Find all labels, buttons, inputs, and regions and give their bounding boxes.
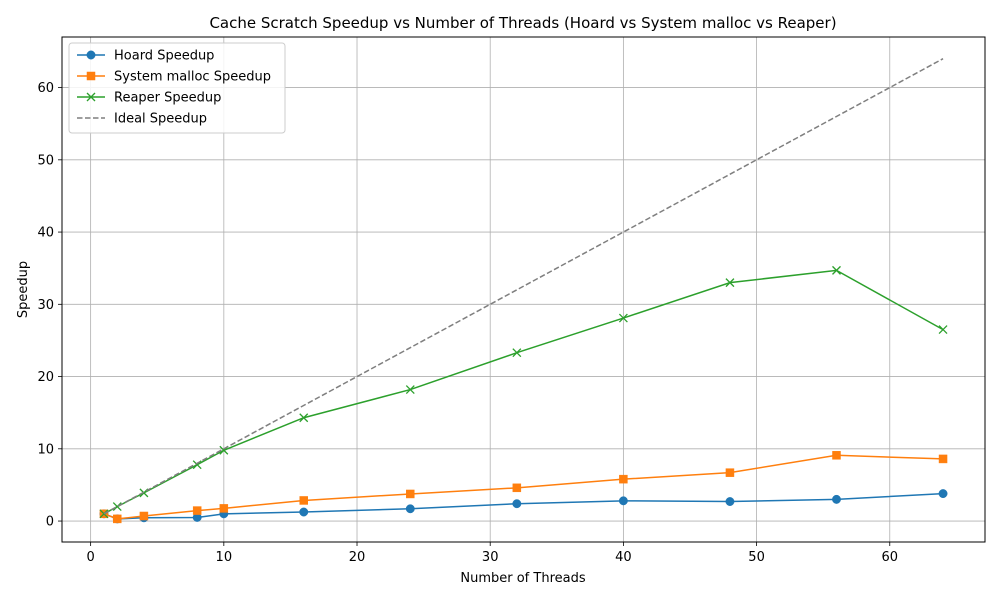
legend: Hoard Speedup System malloc Speedup Reaper… xyxy=(68,42,286,134)
x-tick-label: 10 xyxy=(216,550,233,565)
x-tick-label: 0 xyxy=(86,550,94,565)
data-point xyxy=(405,385,415,395)
data-point xyxy=(113,514,122,524)
x-marker-stroke xyxy=(725,278,735,288)
x-marker-stroke xyxy=(405,385,415,395)
data-point xyxy=(299,507,309,517)
y-tick-label: 30 xyxy=(37,298,54,313)
x-tick-label: 30 xyxy=(482,550,499,565)
data-point xyxy=(299,413,309,423)
legend-swatch-marker xyxy=(86,71,96,81)
data-point xyxy=(938,489,948,499)
legend-swatch-marker xyxy=(86,50,96,60)
y-tick-label: 0 xyxy=(46,515,54,530)
series-1 xyxy=(99,451,948,524)
data-point xyxy=(725,278,735,288)
data-point xyxy=(299,496,308,505)
data-point xyxy=(405,504,415,514)
data-point xyxy=(192,506,202,515)
grid xyxy=(62,37,985,542)
data-point xyxy=(618,313,628,323)
legend-label: System malloc Speedup xyxy=(114,70,271,85)
x-marker-stroke xyxy=(299,413,309,423)
data-point xyxy=(832,494,841,504)
data-point xyxy=(512,499,522,509)
data-point xyxy=(725,468,735,477)
series-line xyxy=(103,58,944,515)
data-point xyxy=(512,483,522,493)
data-point xyxy=(512,348,522,358)
y-tick-label: 20 xyxy=(37,370,54,385)
data-point xyxy=(406,489,415,499)
series-layer xyxy=(99,58,948,524)
legend-label: Hoard Speedup xyxy=(114,49,214,64)
y-tick-label: 40 xyxy=(37,226,54,241)
legend-swatch-marker xyxy=(86,92,96,102)
axis-ticks: 0 10 20 30 40 50 60 0 10 20 30 40 50 60 xyxy=(37,81,898,565)
x-tick-label: 40 xyxy=(615,550,632,565)
data-point xyxy=(832,265,841,275)
plot-frame xyxy=(61,36,986,543)
data-point xyxy=(618,496,628,506)
data-point xyxy=(112,502,122,512)
data-point xyxy=(139,511,149,521)
chart-title: Cache Scratch Speedup vs Number of Threa… xyxy=(209,14,836,32)
x-tick-label: 50 xyxy=(748,550,765,565)
legend-item: System malloc Speedup xyxy=(77,70,271,85)
x-marker-stroke xyxy=(938,325,948,335)
x-marker-stroke xyxy=(618,313,628,323)
data-point xyxy=(725,497,735,506)
x-marker-stroke xyxy=(832,265,841,275)
x-tick-label: 60 xyxy=(881,550,898,565)
y-tick-label: 50 xyxy=(37,153,54,168)
legend-box xyxy=(68,42,286,134)
data-point xyxy=(938,325,948,335)
legend-item: Ideal Speedup xyxy=(77,112,207,127)
series-line xyxy=(103,454,944,520)
x-marker-stroke xyxy=(86,92,96,102)
legend-label: Reaper Speedup xyxy=(114,91,221,106)
legend-item: Reaper Speedup xyxy=(77,91,221,106)
legend-item: Hoard Speedup xyxy=(77,49,214,64)
data-point xyxy=(219,504,229,513)
x-tick-label: 20 xyxy=(349,550,366,565)
data-point xyxy=(832,451,841,460)
x-marker-stroke xyxy=(512,348,522,358)
data-point xyxy=(938,454,948,464)
series-3 xyxy=(103,58,944,515)
x-marker-stroke xyxy=(112,502,122,512)
legend-label: Ideal Speedup xyxy=(114,112,207,127)
y-axis-label: Speedup xyxy=(16,261,31,318)
x-axis-label: Number of Threads xyxy=(460,571,585,586)
y-tick-label: 10 xyxy=(37,442,54,457)
y-tick-label: 60 xyxy=(37,81,54,96)
data-point xyxy=(619,474,628,484)
